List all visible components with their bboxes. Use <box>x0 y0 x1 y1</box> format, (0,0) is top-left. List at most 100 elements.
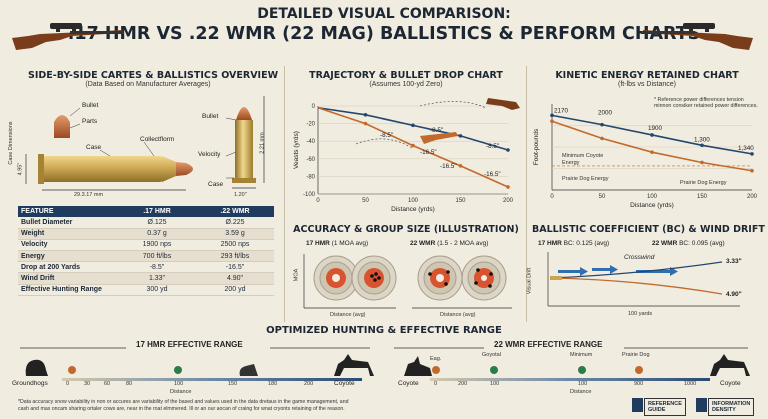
label-collectflorm: Collectflorm <box>140 136 175 143</box>
x-tick-label: 50 <box>599 194 606 200</box>
overview-heading: SIDE-BY-SIDE CARTES & BALLISTICS OVERVIE… <box>28 70 279 81</box>
energy-heading: KINETIC ENERGY RETAINED CHART <box>555 70 739 81</box>
x-tick-label: 0 <box>550 194 554 200</box>
range-wmr-tick: 100 <box>490 381 500 387</box>
range-hmr-tick: 200 <box>304 381 314 387</box>
rifle-small-icon <box>486 98 520 110</box>
data-point <box>700 143 704 148</box>
x-tick-label: 150 <box>697 194 708 200</box>
badge2-line1: INFORMATION <box>712 401 751 407</box>
y-tick-label: -60 <box>306 157 315 163</box>
table-cell: 300 yd <box>118 284 196 296</box>
wmr-drift-line <box>551 277 723 295</box>
table-cell: 4.90" <box>196 272 274 285</box>
range-wmr-tick: 1000 <box>684 381 697 387</box>
table-header-row: FEATURE .17 HMR .22 WMR <box>18 206 274 217</box>
x-axis-label: Distance (yrds) <box>630 202 674 209</box>
range-wmr-above: Prairie Dog <box>622 352 650 358</box>
coyote-icon <box>334 354 374 376</box>
data-point <box>506 148 510 152</box>
wind-arrow-icon <box>558 267 588 276</box>
title-line2: .17 HMR VS .22 WMR (22 MAG) BALLISTICS &… <box>67 24 701 44</box>
label-bullet-right: Bullet <box>202 113 219 120</box>
accuracy-xlabel-right: Distance (avg) <box>440 312 476 318</box>
drift-ylabel: Visual Drift <box>526 267 533 295</box>
data-point <box>458 134 463 138</box>
footer-disclaimer-line2: cash and max oncam sharing ortaler cows … <box>18 405 345 412</box>
y-tick-label: -20 <box>306 122 315 128</box>
range-wmr-mid: Distance <box>570 389 592 395</box>
table-cell: Effective Hunting Range <box>18 284 118 296</box>
table-cell: Ø.125 <box>118 217 196 229</box>
y-axis-label: Foot-pounds <box>533 128 540 165</box>
accuracy-hmr-moa: (1 MOA avg) <box>331 240 369 247</box>
label-dim-length: 29.3.17 mm <box>74 192 104 198</box>
y-tick-label: -80 <box>306 174 315 180</box>
grid-icon <box>696 398 707 412</box>
range-hmr-tick: 0 <box>66 381 70 387</box>
table-row: Wind Drift 1.33" 4.90" <box>18 272 274 285</box>
table-row: Velocity 1900 nps 2500 nps <box>18 239 274 252</box>
table-header-hmr: .17 HMR <box>118 206 196 217</box>
title-line1: DETAILED VISUAL COMPARISON: <box>257 6 511 22</box>
data-point <box>550 113 554 118</box>
small-animal-icon <box>239 364 258 376</box>
accuracy-hmr-name: 17 HMR <box>306 240 330 247</box>
table-cell: Weight <box>18 228 118 240</box>
range-diagram <box>20 347 750 381</box>
series-line-hmr <box>317 106 509 151</box>
accuracy-xlabel-left: Distance (avg) <box>330 312 366 318</box>
range-wmr-tick: 0 <box>434 381 438 387</box>
label-dim-right-height: 2.21 mm <box>259 132 266 154</box>
data-label: 1,340 <box>738 145 754 152</box>
table-cell: Energy <box>18 250 118 263</box>
table-cell: 3.59 g <box>196 228 274 240</box>
range-wmr-end: Coyote <box>720 380 741 387</box>
table-header-wmr: .22 WMR <box>196 206 274 217</box>
label-case-right: Case <box>208 181 224 188</box>
x-tick-label: 100 <box>408 198 419 204</box>
data-point <box>750 152 754 156</box>
data-label: -16.5" <box>440 163 457 170</box>
x-tick-label: 200 <box>503 198 514 204</box>
label-case-dimensions: Case Dimensions <box>8 121 14 165</box>
y-tick-label: 0 <box>312 104 316 110</box>
energy-note: * Reference power differences tension mi… <box>654 97 758 110</box>
table-cell: -16.5" <box>196 261 274 274</box>
y-axis-label: Veasts (yrds) <box>293 131 300 169</box>
table-cell: 1.33" <box>118 272 196 285</box>
accuracy-wmr-name: 22 WMR <box>410 240 436 247</box>
data-point <box>506 185 510 189</box>
table-cell: Velocity <box>18 239 118 252</box>
table-cell: 293 ft/lbs <box>196 250 274 263</box>
data-point <box>411 143 415 148</box>
x-axis-label: Distance (yrds) <box>391 206 435 213</box>
wind-arrow-icon <box>592 265 618 274</box>
data-point <box>650 150 654 154</box>
range-hmr-tick: 60 <box>104 381 111 387</box>
column-divider <box>526 66 527 322</box>
data-point <box>650 133 654 137</box>
table-row: Energy 700 ft/lbs 293 ft/lbs <box>18 250 274 263</box>
spec-table: FEATURE .17 HMR .22 WMR Bullet Diameter Ø… <box>18 206 274 296</box>
drift-wmr-value: 4.90" <box>726 291 742 298</box>
data-point <box>750 168 754 173</box>
table-cell: Ø.225 <box>196 217 274 229</box>
reference-guide-badge: REFERENCE GUIDE <box>644 398 686 416</box>
range-wmr-heading: 22 WMR EFFECTIVE RANGE <box>494 340 603 349</box>
table-cell: Wind Drift <box>18 272 118 285</box>
range-hmr-tick: 80 <box>126 381 133 387</box>
table-cell: 200 yd <box>196 284 274 296</box>
wind-arrow-icon <box>636 267 678 276</box>
information-density-badge: INFORMATION DENSITY <box>708 398 755 416</box>
label-dim-right-width: 1.20" <box>234 192 247 198</box>
drift-diagram <box>547 252 740 307</box>
energy-ann-coyote: Minimum Coyote Energy <box>562 153 604 166</box>
y-tick-label: -40 <box>306 139 315 145</box>
data-point <box>411 123 415 128</box>
coyote-icon <box>710 354 750 376</box>
table-cell: Bullet Diameter <box>18 217 118 229</box>
label-velocity: Velocity <box>198 151 221 158</box>
range-hmr-tick: 180 <box>268 381 278 387</box>
